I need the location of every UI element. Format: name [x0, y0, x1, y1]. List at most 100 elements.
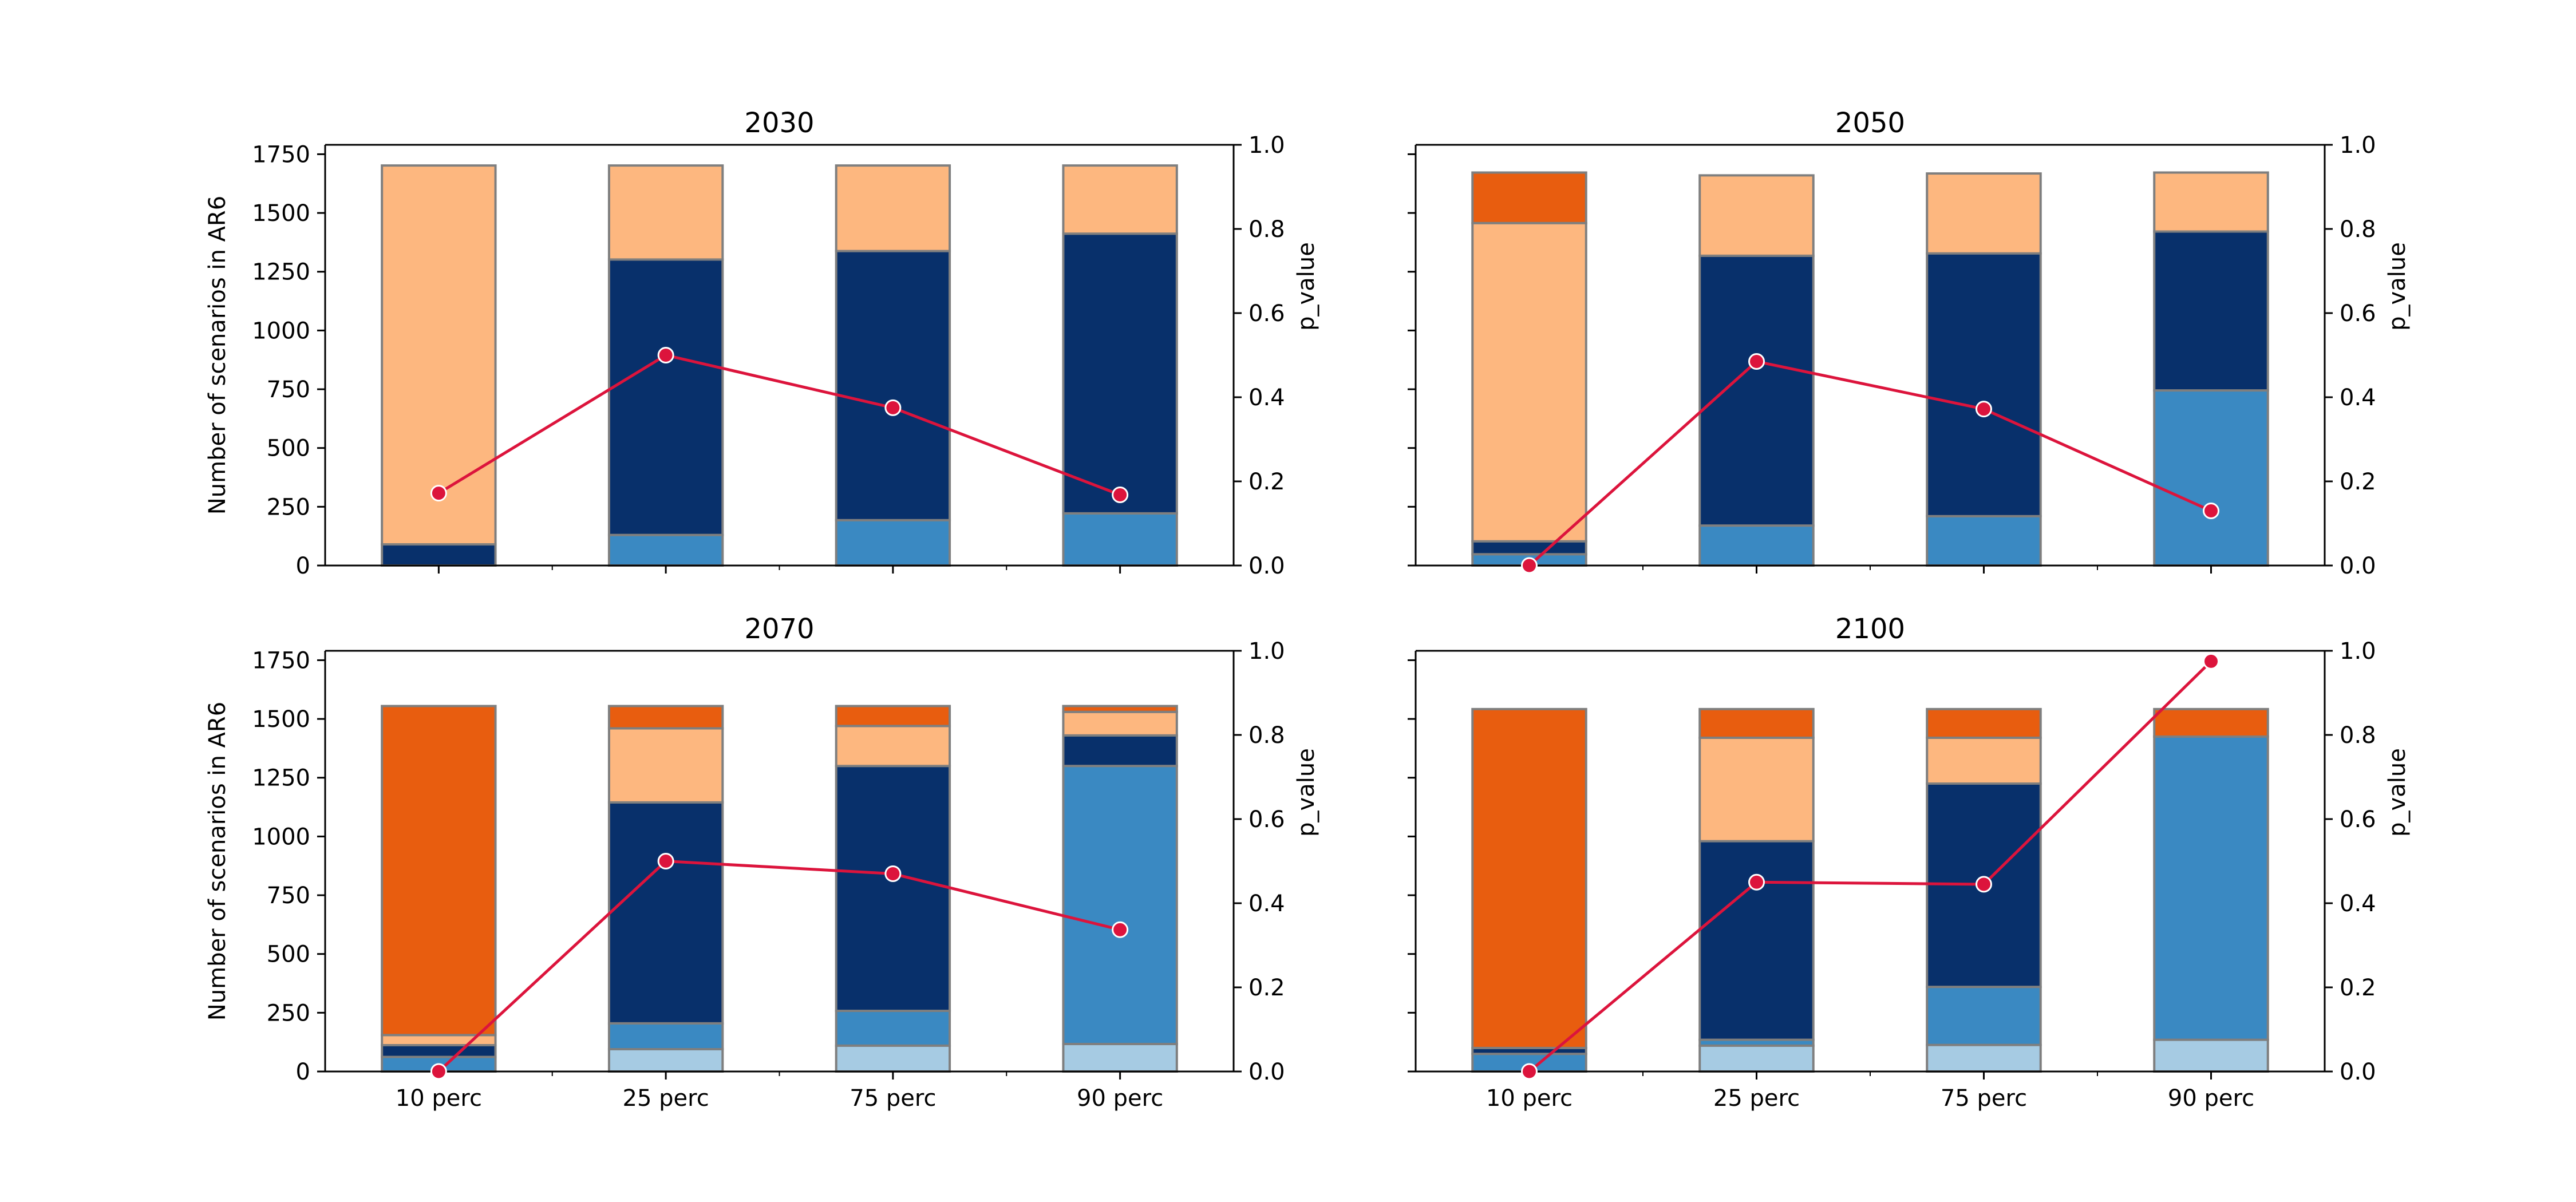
bar-segment	[1698, 524, 1815, 567]
bar-segment	[1698, 707, 1815, 739]
x-tick-label: 90 perc	[1077, 1085, 1163, 1112]
p-value-marker	[2203, 502, 2219, 519]
y2-tick-label: 0.8	[1249, 722, 1285, 749]
chart-panel-2070: 0 250 500 750 1000 1250 1500 1750 0.0 0.2 0.4 0.6 0.…	[204, 613, 1319, 1112]
bar-segment	[381, 1044, 497, 1058]
y2-axis-label: p_value	[2384, 242, 2411, 331]
y-tick-label: 250	[267, 494, 310, 520]
bar-segment	[1062, 734, 1178, 768]
y2-tick-label: 0.2	[2340, 975, 2376, 1001]
bar-segment	[1926, 986, 2042, 1046]
bar-segment	[835, 250, 951, 521]
chart-panel-2050: 0.0 0.2 0.4 0.6 0.8 1.0 2050 p_value	[1408, 107, 2411, 579]
y2-tick-label: 1.0	[1249, 132, 1285, 159]
y-tick-label: 500	[267, 436, 310, 462]
bar-segment	[1471, 540, 1587, 556]
bar-segment	[1698, 736, 1815, 843]
y-tick-label: 250	[267, 1000, 310, 1026]
bar-segment	[835, 705, 951, 727]
p-value-marker	[1976, 876, 1992, 893]
y2-tick-label: 0.2	[2340, 469, 2376, 495]
bar-segment	[1926, 707, 2042, 739]
chart-panel-2100: 0.0 0.2 0.4 0.6 0.8 1.0 10 perc 25 perc 75 perc 9…	[1408, 613, 2411, 1112]
bar-segment	[1062, 512, 1178, 567]
p-value-line	[438, 353, 1121, 496]
panel-title: 2050	[1835, 107, 1905, 139]
p-value-line	[1528, 660, 2212, 1073]
p-value-marker	[1112, 487, 1129, 504]
bar-segment	[1926, 515, 2042, 567]
bar-segment	[1062, 1042, 1178, 1073]
panel-title: 2070	[744, 613, 814, 645]
y2-tick-label: 0.0	[2340, 553, 2376, 579]
y2-tick-label: 0.8	[2340, 216, 2376, 243]
y2-axis-label: p_value	[1293, 242, 1319, 331]
bar-segment	[835, 725, 951, 768]
p-value-marker	[1748, 353, 1765, 370]
bar-segment	[1062, 232, 1178, 515]
p-value-marker	[430, 485, 447, 502]
y2-tick-label: 0.4	[2340, 385, 2376, 411]
y-tick-label: 0	[296, 1059, 310, 1085]
y2-tick-label: 0.8	[2340, 722, 2376, 749]
bar-segment	[835, 765, 951, 1013]
y-tick-label: 1500	[252, 200, 310, 227]
panel-title: 2100	[1835, 613, 1905, 645]
y2-tick-label: 0.2	[1249, 975, 1285, 1001]
bar-segment	[607, 1022, 724, 1050]
y2-tick-label: 0.0	[1249, 553, 1285, 579]
bar-segment	[1926, 736, 2042, 785]
bar-segment	[2153, 707, 2269, 738]
bar-segment	[1471, 222, 1587, 543]
p-value-marker	[657, 347, 674, 363]
y2-tick-label: 1.0	[2340, 132, 2376, 159]
p-value-marker	[1112, 921, 1129, 938]
y2-tick-label: 0.0	[1249, 1059, 1285, 1085]
bar-segment	[607, 164, 724, 261]
y-tick-label: 1500	[252, 706, 310, 733]
bar-segment	[1471, 171, 1587, 224]
bar-segment	[1698, 840, 1815, 1041]
bar-segment	[1062, 765, 1178, 1045]
bar-segment	[1698, 254, 1815, 527]
bar-segment	[607, 705, 724, 730]
bar-segment	[1698, 174, 1815, 257]
y2-tick-label: 0.4	[1249, 891, 1285, 917]
bar-segment	[1062, 710, 1178, 737]
y-tick-label: 1000	[252, 318, 310, 344]
y2-tick-label: 0.2	[1249, 469, 1285, 495]
p-value-marker	[657, 853, 674, 869]
bar-segment	[1698, 1044, 1815, 1073]
y-tick-label: 1250	[252, 765, 310, 792]
y2-tick-label: 1.0	[1249, 638, 1285, 665]
x-tick-label: 75 perc	[850, 1085, 936, 1112]
y-tick-label: 1250	[252, 259, 310, 286]
y-axis-label: Number of scenarios in AR6	[204, 196, 231, 515]
y2-tick-label: 0.6	[2340, 300, 2376, 327]
y2-axis-label: p_value	[2384, 748, 2411, 837]
y-tick-label: 750	[267, 377, 310, 403]
x-tick-label: 90 perc	[2168, 1085, 2254, 1112]
y2-tick-label: 0.6	[2340, 806, 2376, 833]
bar-segment	[1926, 172, 2042, 255]
y2-tick-label: 1.0	[2340, 638, 2376, 665]
bar-segment	[381, 164, 497, 546]
bar-segment	[1062, 705, 1178, 713]
p-value-marker	[1748, 873, 1765, 891]
bar-segment	[1926, 252, 2042, 517]
p-value-marker	[1976, 401, 1992, 418]
bar-segment	[607, 801, 724, 1025]
y2-tick-label: 0.0	[2340, 1059, 2376, 1085]
y2-axis-label: p_value	[1293, 748, 1319, 837]
bar-segment	[835, 1044, 951, 1073]
y-tick-label: 500	[267, 942, 310, 968]
bar-segment	[2153, 230, 2269, 392]
chart-panel-2030: 0 250 500 750 1000 1250 1500 1750 0.0 0.2 0.4 0.6 0.…	[204, 107, 1319, 579]
p-value-line	[437, 859, 1121, 1073]
p-value-marker	[884, 399, 902, 416]
y-tick-label: 1000	[252, 824, 310, 850]
bar-segment	[607, 258, 724, 536]
p-value-marker	[430, 1063, 447, 1080]
bar-segment	[2153, 171, 2269, 233]
